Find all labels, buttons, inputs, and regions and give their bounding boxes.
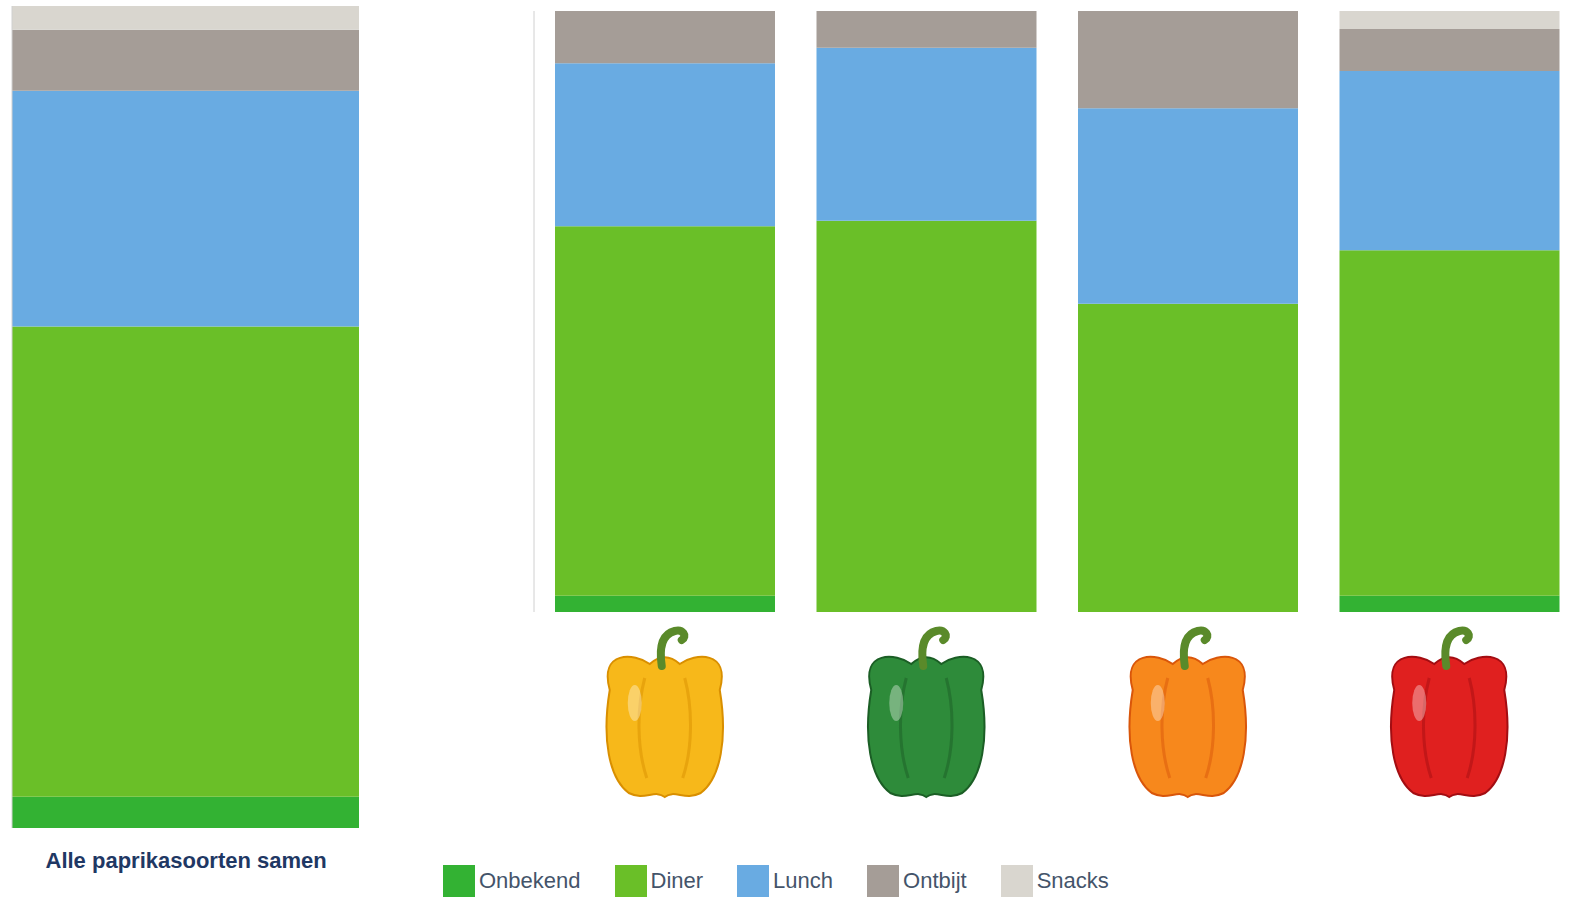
html-text:Lunch: Lunch bbox=[773, 868, 834, 893]
svg-text:Alle paprikasoorten samen: Alle paprikasoorten samen bbox=[46, 848, 327, 873]
html-text:Snacks: Snacks bbox=[1036, 868, 1109, 893]
html-text:Ontbijt: Ontbijt bbox=[903, 868, 967, 893]
html-text:Diner: Diner bbox=[650, 868, 704, 893]
html-text:Onbekend: Onbekend bbox=[479, 868, 581, 893]
